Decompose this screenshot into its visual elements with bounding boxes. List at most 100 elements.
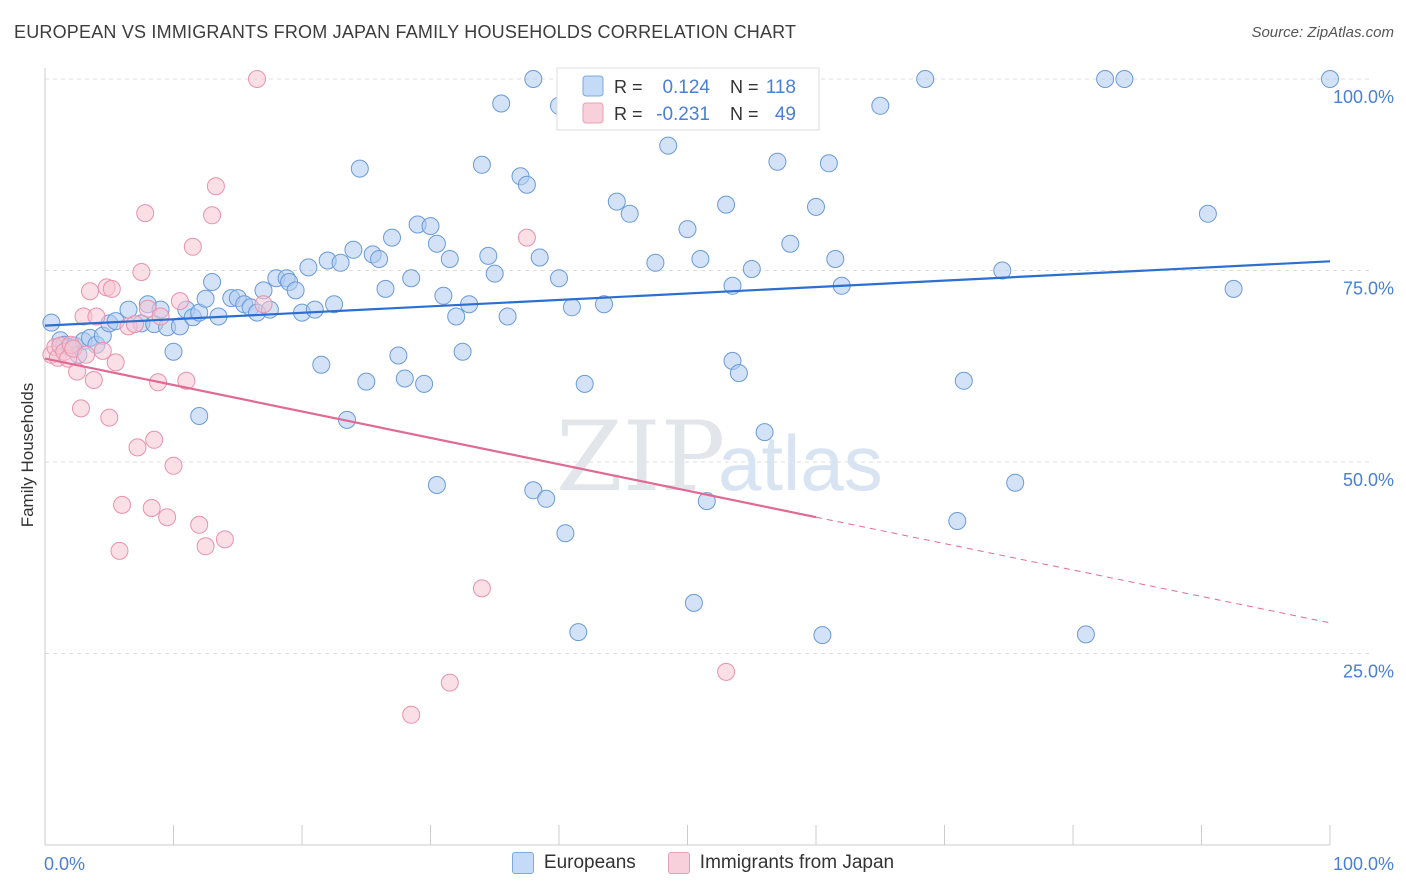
european-point [729,364,748,383]
european-point [1096,70,1115,88]
legend-r-value: 0.124 [662,77,710,98]
european-point [299,258,318,277]
japan-point [472,579,491,598]
european-point [196,289,215,308]
european-point [479,246,498,265]
european-point [755,423,774,442]
european-point [447,307,466,326]
legend-item-europeans: Europeans [511,852,636,874]
european-point [164,342,183,361]
japan-point [100,408,119,427]
european-point [813,626,832,645]
trend-lines [44,260,1331,624]
legend-label-europeans: Europeans [543,852,636,873]
european-point [595,295,613,314]
japan-point [110,541,129,560]
european-point [305,300,324,319]
european-point [492,94,511,113]
european-point [684,593,703,612]
european-point [453,342,472,361]
watermark: ZIP atlas [556,401,883,513]
europeans-points [42,70,1339,645]
tick-labels: 25.0% 50.0% 75.0% 100.0% 0.0% 100.0% [44,87,1394,874]
european-point [402,269,421,288]
european-point [389,346,408,365]
european-point [607,192,626,211]
european-point [781,234,800,253]
japan-point [128,438,147,457]
european-point [472,155,491,174]
japan-points [42,70,736,724]
legend-r-label: R = [614,77,643,97]
european-point [819,154,838,173]
japan-point [177,371,196,390]
japan-point [113,495,132,514]
european-point [485,264,504,283]
japan-point [196,537,215,556]
legend-r-value: -0.231 [656,104,710,125]
y-tick-label: 25.0% [1343,662,1394,682]
european-point [1115,70,1134,88]
watermark-zip: ZIP [556,401,725,513]
european-point [646,253,665,272]
japan-point [125,315,144,334]
japan-point [440,673,459,692]
japan-point [158,508,177,527]
european-point [562,298,581,317]
legend-item-japan: Immigrants from Japan [667,852,895,874]
legend-n-value: 49 [775,104,796,125]
european-point [768,152,787,171]
european-point [524,70,543,88]
japan-point [142,499,161,517]
y-tick-label: 100.0% [1333,87,1394,107]
japan-point [77,345,96,364]
japan-point [68,362,87,381]
european-point [742,260,761,278]
european-point [517,175,536,194]
european-point [678,220,697,239]
european-point [993,261,1012,280]
japan-point [84,371,103,389]
y-tick-label: 50.0% [1343,470,1394,490]
japan-point [248,70,266,88]
japan-point [183,237,202,256]
european-point [440,250,459,268]
japan-point [203,206,222,225]
japan-point [190,515,209,534]
european-point [434,286,453,305]
european-point [916,70,935,88]
legend-label-japan: Immigrants from Japan [699,852,895,873]
japan-point [164,456,183,475]
european-point [498,307,517,326]
european-point [350,159,369,178]
european-point [717,195,736,214]
european-point [569,623,588,642]
legend-n-label: N = [730,77,759,97]
european-point [190,407,209,425]
europeans-swatch [511,852,534,874]
grid-lines [45,78,1370,654]
european-point [691,250,710,268]
legend-n-value: 118 [766,77,796,98]
japan-point [254,295,273,314]
japan-point [102,279,121,298]
x-tick-label: 0.0% [44,854,85,874]
european-point [427,476,446,494]
watermark-atlas: atlas [718,419,883,507]
european-point [415,374,434,393]
japan-trend-line [44,357,817,519]
japan-swatch [667,852,690,874]
european-point [331,253,350,272]
japan-point [81,282,99,301]
japan-point [206,177,225,196]
japan-point [132,263,151,281]
japan-point [145,430,164,449]
european-point [395,369,414,388]
european-point [575,374,594,393]
european-point [524,481,543,500]
european-point [370,250,389,268]
european-point [620,204,639,223]
japan-point [106,353,125,372]
axes [44,68,1331,846]
y-tick-label: 75.0% [1343,279,1394,299]
